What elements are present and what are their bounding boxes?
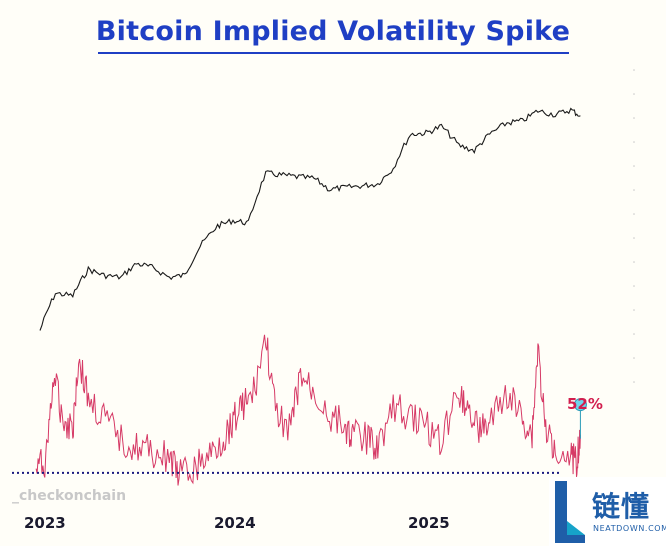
watermark-text: _checkonchain [12,488,127,504]
x-tick-2024: 2024 [214,514,256,532]
edge-dot [633,69,635,71]
edge-dot [633,213,635,215]
brand-logo-icon [549,477,666,546]
edge-dot [633,189,635,191]
edge-dot [633,357,635,359]
callout-label: 52% [567,395,603,413]
brand-logo-subtext: NEATDOWN.COM [593,524,666,533]
edge-dot [633,165,635,167]
right-edge-dots [633,69,635,383]
brand-logo-text: 链懂 [592,490,651,523]
title-underline [98,52,569,54]
callout-marker [573,398,587,412]
series-line-iv [35,334,581,486]
x-tick-2023: 2023 [24,514,66,532]
edge-dot [633,93,635,95]
edge-dot [633,261,635,263]
chart-title: Bitcoin Implied Volatility Spike [95,16,571,47]
edge-dot [633,237,635,239]
edge-dot [633,285,635,287]
edge-dot [633,141,635,143]
x-tick-2025: 2025 [408,514,450,532]
series-line-price [39,107,581,331]
edge-dot [633,333,635,335]
edge-dot [633,309,635,311]
edge-dot [633,381,635,383]
edge-dot [633,117,635,119]
